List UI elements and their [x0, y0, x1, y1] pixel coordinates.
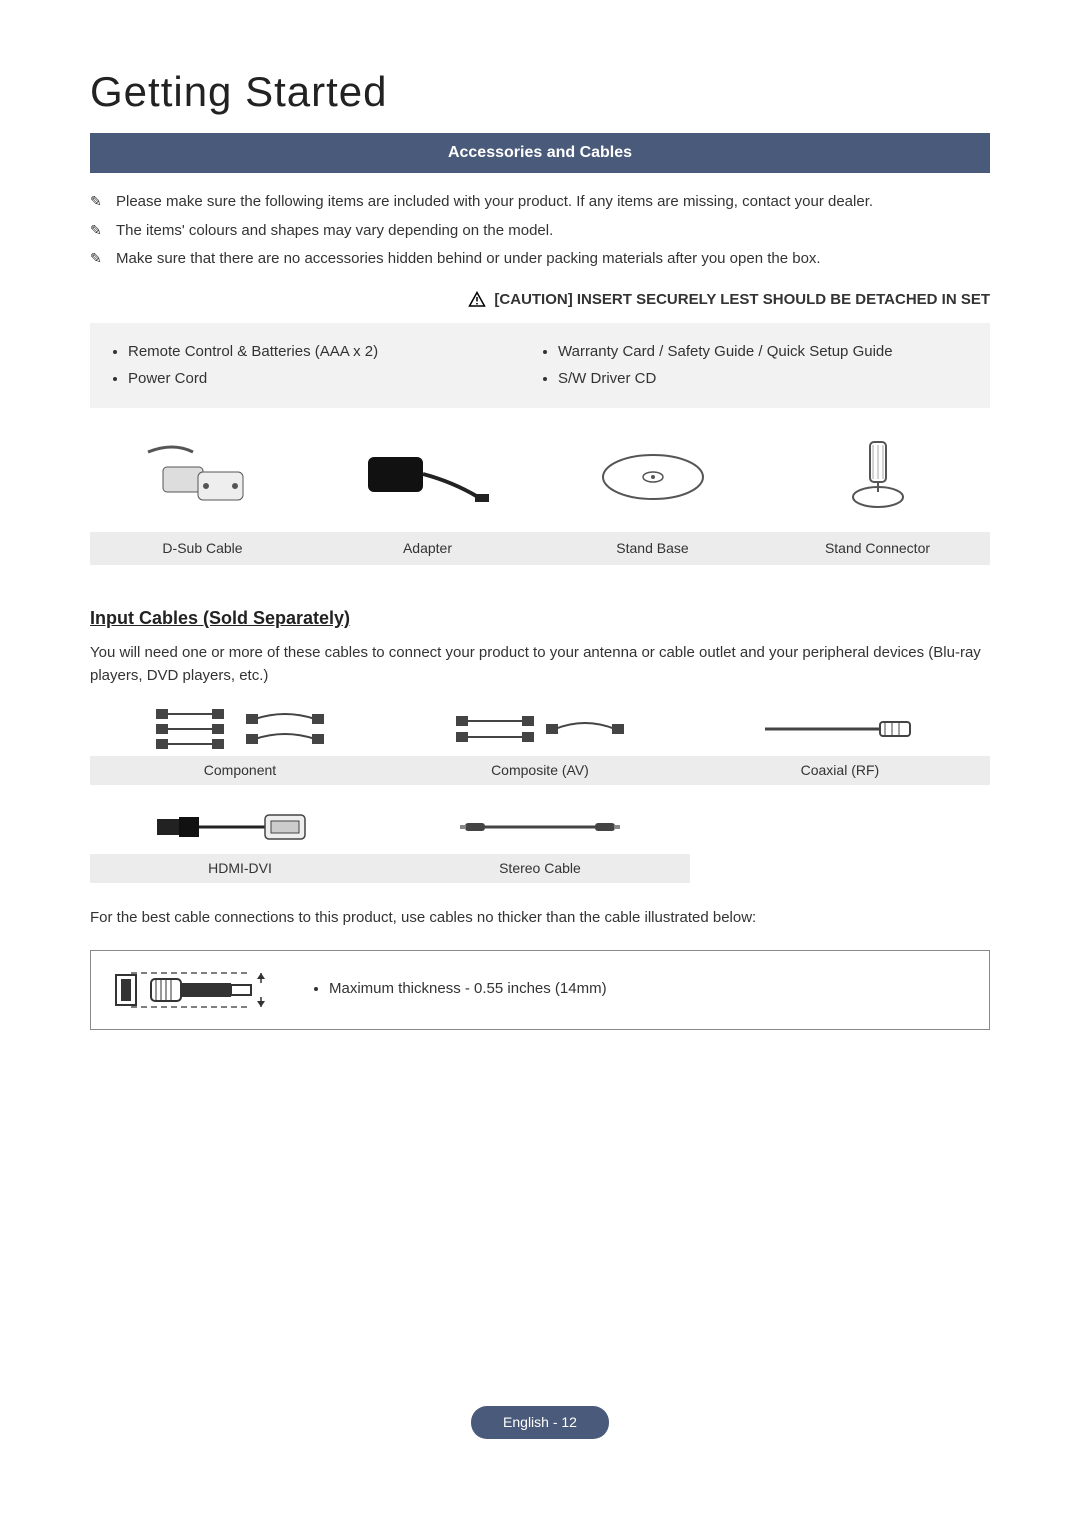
- list-item: Remote Control & Batteries (AAA x 2): [128, 341, 540, 364]
- list-item: Warranty Card / Safety Guide / Quick Set…: [558, 341, 970, 364]
- cable-cell-coaxial: [690, 701, 990, 756]
- cable-label: Component: [90, 756, 390, 785]
- accessory-cell-standconn: [765, 432, 990, 522]
- cable-cell-component: [90, 701, 390, 756]
- cable-label-empty: [690, 854, 990, 883]
- composite-cable-icon: [390, 701, 690, 756]
- accessory-label: Stand Connector: [765, 532, 990, 565]
- included-items-box: Remote Control & Batteries (AAA x 2) Pow…: [90, 323, 990, 408]
- stand-base-icon: [540, 432, 765, 522]
- cable-label: Stereo Cable: [390, 854, 690, 883]
- footer-page-number: English - 12: [471, 1406, 609, 1439]
- warning-icon: [468, 291, 486, 309]
- caution-text: [CAUTION] INSERT SECURELY LEST SHOULD BE…: [494, 289, 990, 312]
- thickness-box: Maximum thickness - 0.55 inches (14mm): [90, 950, 990, 1030]
- cables-row1: [90, 701, 990, 756]
- cables-row2: [90, 799, 990, 854]
- adapter-icon: [315, 432, 540, 522]
- note-line: ✎ Make sure that there are no accessorie…: [90, 248, 990, 271]
- cable-label-row1: Component Composite (AV) Coaxial (RF): [90, 756, 990, 785]
- accessories-label-row: D-Sub Cable Adapter Stand Base Stand Con…: [90, 532, 990, 565]
- thickness-list: Maximum thickness - 0.55 inches (14mm): [311, 978, 607, 1001]
- stand-connector-icon: [765, 432, 990, 522]
- accessory-label: D-Sub Cable: [90, 532, 315, 565]
- note-text: The items' colours and shapes may vary d…: [116, 220, 553, 243]
- note-line: ✎ The items' colours and shapes may vary…: [90, 220, 990, 243]
- cable-cell-empty: [690, 799, 990, 854]
- included-items-col1: Remote Control & Batteries (AAA x 2) Pow…: [110, 337, 540, 394]
- note-text: Make sure that there are no accessories …: [116, 248, 821, 271]
- cable-cell-composite: [390, 701, 690, 756]
- cable-label: Composite (AV): [390, 756, 690, 785]
- page-title: Getting Started: [90, 60, 990, 123]
- coaxial-cable-icon: [690, 701, 990, 756]
- accessory-cell-adapter: [315, 432, 540, 522]
- cable-label: Coaxial (RF): [690, 756, 990, 785]
- input-cables-desc: You will need one or more of these cable…: [90, 642, 990, 687]
- thickness-bullet: Maximum thickness - 0.55 inches (14mm): [329, 978, 607, 1001]
- note-text: Please make sure the following items are…: [116, 191, 873, 214]
- list-item: Power Cord: [128, 368, 540, 391]
- dsub-cable-icon: [90, 432, 315, 522]
- thickness-intro: For the best cable connections to this p…: [90, 907, 990, 930]
- component-cable-icon: [90, 701, 390, 756]
- included-items-col2: Warranty Card / Safety Guide / Quick Set…: [540, 337, 970, 394]
- thickness-diagram-icon: [111, 965, 281, 1015]
- accessory-cell-dsub: [90, 432, 315, 522]
- accessory-label: Stand Base: [540, 532, 765, 565]
- note-icon: ✎: [90, 220, 110, 241]
- stereo-cable-icon: [390, 799, 690, 854]
- note-icon: ✎: [90, 248, 110, 269]
- note-line: ✎ Please make sure the following items a…: [90, 191, 990, 214]
- note-icon: ✎: [90, 191, 110, 212]
- cable-label-row2: HDMI-DVI Stereo Cable: [90, 854, 990, 883]
- accessory-cell-standbase: [540, 432, 765, 522]
- accessories-grid: [90, 432, 990, 522]
- input-cables-heading: Input Cables (Sold Separately): [90, 605, 990, 632]
- page-footer: English - 12: [0, 1406, 1080, 1439]
- cable-cell-stereo: [390, 799, 690, 854]
- caution-line: [CAUTION] INSERT SECURELY LEST SHOULD BE…: [90, 289, 990, 312]
- hdmi-dvi-cable-icon: [90, 799, 390, 854]
- cable-label: HDMI-DVI: [90, 854, 390, 883]
- section-bar: Accessories and Cables: [90, 133, 990, 173]
- list-item: S/W Driver CD: [558, 368, 970, 391]
- cable-cell-hdmidvi: [90, 799, 390, 854]
- accessory-label: Adapter: [315, 532, 540, 565]
